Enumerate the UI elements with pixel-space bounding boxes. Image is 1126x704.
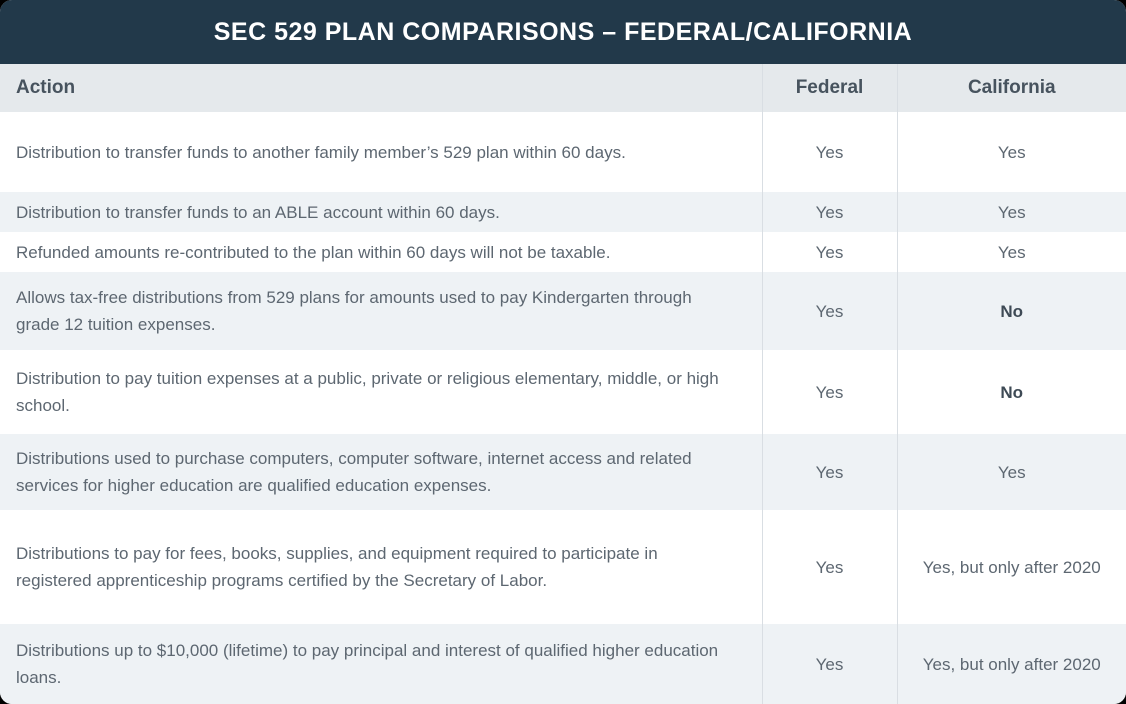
action-cell: Distributions up to $10,000 (lifetime) t… [0, 624, 762, 704]
table-row: Distributions up to $10,000 (lifetime) t… [0, 624, 1126, 704]
table-row: Allows tax-free distributions from 529 p… [0, 272, 1126, 350]
comparison-table: Action Federal California Distribution t… [0, 64, 1126, 704]
action-cell: Distributions used to purchase computers… [0, 434, 762, 510]
table-row: Distributions to pay for fees, books, su… [0, 510, 1126, 624]
column-header-federal: Federal [761, 64, 897, 112]
action-cell: Distribution to pay tuition expenses at … [0, 350, 762, 434]
federal-cell: Yes [761, 232, 897, 272]
action-cell: Refunded amounts re-contributed to the p… [0, 232, 762, 272]
action-cell: Distributions to pay for fees, books, su… [0, 510, 762, 624]
california-cell: No [896, 350, 1126, 434]
federal-cell: Yes [761, 350, 897, 434]
table-header: Action Federal California [0, 64, 1126, 112]
california-cell: Yes, but only after 2020 [896, 624, 1126, 704]
action-cell: Distribution to transfer funds to anothe… [0, 112, 762, 192]
california-cell: Yes [896, 232, 1126, 272]
federal-cell: Yes [761, 434, 897, 510]
california-cell: No [896, 272, 1126, 350]
federal-cell: Yes [761, 112, 897, 192]
column-header-california: California [896, 64, 1126, 112]
table-row: Distributions used to purchase computers… [0, 434, 1126, 510]
action-cell: Allows tax-free distributions from 529 p… [0, 272, 762, 350]
header-row: Action Federal California [0, 64, 1126, 112]
california-cell: Yes [896, 434, 1126, 510]
federal-cell: Yes [761, 510, 897, 624]
federal-cell: Yes [761, 624, 897, 704]
federal-cell: Yes [761, 272, 897, 350]
table-row: Refunded amounts re-contributed to the p… [0, 232, 1126, 272]
table-row: Distribution to transfer funds to anothe… [0, 112, 1126, 192]
table-row: Distribution to pay tuition expenses at … [0, 350, 1126, 434]
federal-cell: Yes [761, 192, 897, 232]
action-cell: Distribution to transfer funds to an ABL… [0, 192, 762, 232]
page-title: SEC 529 PLAN COMPARISONS – FEDERAL/CALIF… [213, 17, 913, 46]
table-body: Distribution to transfer funds to anothe… [0, 112, 1126, 704]
california-cell: Yes [896, 192, 1126, 232]
column-header-action: Action [0, 64, 762, 112]
title-bar: SEC 529 PLAN COMPARISONS – FEDERAL/CALIF… [0, 0, 1126, 64]
california-cell: Yes [896, 112, 1126, 192]
table-row: Distribution to transfer funds to an ABL… [0, 192, 1126, 232]
california-cell: Yes, but only after 2020 [896, 510, 1126, 624]
